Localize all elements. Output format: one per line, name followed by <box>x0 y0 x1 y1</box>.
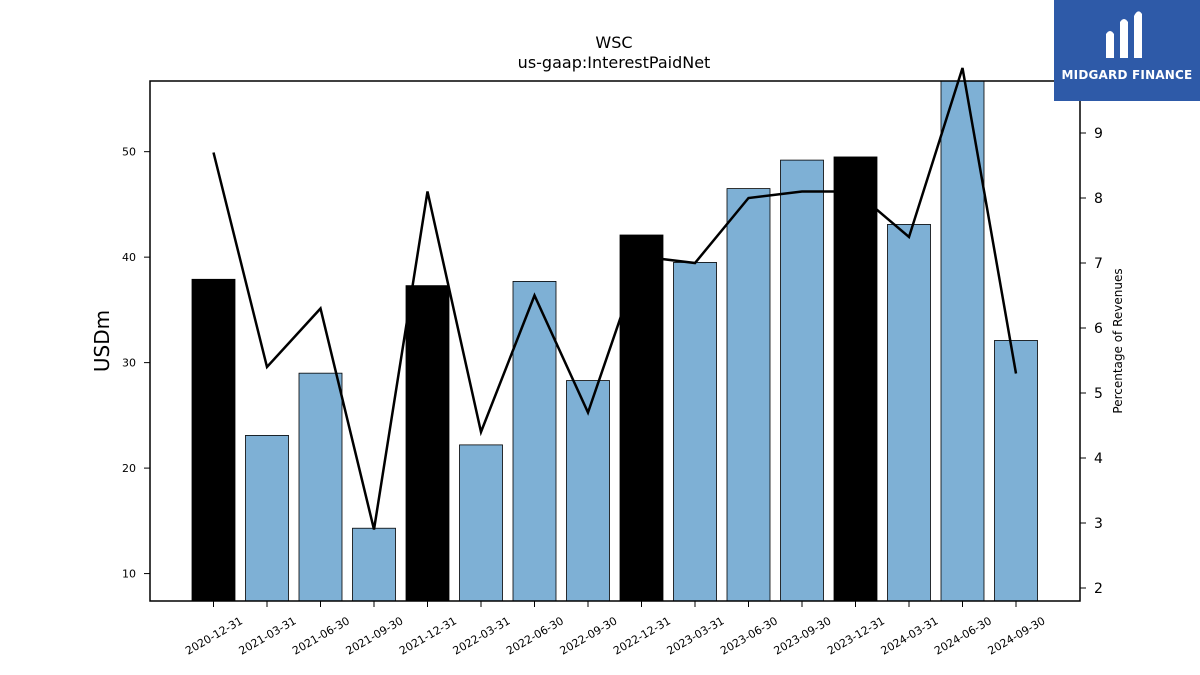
percentage-line <box>212 67 1018 530</box>
chart-title: WSC <box>595 33 632 52</box>
x-tick-label: 2021-06-30 <box>290 614 352 657</box>
bar-2022-09-30 <box>566 380 610 602</box>
right-axis: 2 3 4 5 6 7 8 9 <box>1080 126 1103 597</box>
y-tick-label: 30 <box>122 357 136 370</box>
x-tick-label: 2021-03-31 <box>237 614 299 657</box>
y2-tick-label: 8 <box>1094 191 1103 207</box>
brand-logo: MIDGARD FINANCE <box>1054 0 1200 101</box>
x-tick-label: 2023-03-31 <box>665 614 727 657</box>
x-tick-label: 2021-09-30 <box>344 614 406 657</box>
y2-tick-label: 6 <box>1094 321 1103 337</box>
bar-2022-03-31 <box>459 444 503 602</box>
x-tick-label: 2020-12-31 <box>183 614 245 657</box>
x-tick-label: 2022-12-31 <box>611 614 673 657</box>
bar-2021-09-30 <box>352 527 396 602</box>
x-tick-label: 2024-03-31 <box>879 614 941 657</box>
y2-tick-label: 3 <box>1094 516 1103 532</box>
y2-tick-label: 5 <box>1094 386 1103 402</box>
y-tick-label: 10 <box>122 568 136 581</box>
y2-tick-label: 2 <box>1094 581 1103 597</box>
x-tick-label: 2022-03-31 <box>451 614 513 657</box>
bar-2023-06-30 <box>726 188 771 602</box>
bar-2021-03-31 <box>245 435 289 602</box>
bar-2020-12-31 <box>191 278 236 602</box>
plot-frame <box>149 80 1081 602</box>
x-tick-label: 2023-12-31 <box>825 614 887 657</box>
bar-2021-06-30 <box>298 372 343 602</box>
line-layer <box>212 67 1018 530</box>
logo-text: MIDGARD FINANCE <box>1061 68 1193 82</box>
x-tick-label: 2022-09-30 <box>558 614 620 657</box>
x-tick-label: 2023-09-30 <box>772 614 834 657</box>
bar-2024-09-30 <box>994 340 1038 602</box>
x-tick-label: 2024-06-30 <box>932 614 994 657</box>
bar-2024-03-31 <box>887 224 931 602</box>
y-tick-label: 40 <box>122 251 136 264</box>
y2-axis-label: Percentage of Revenues <box>1111 268 1125 413</box>
y2-tick-label: 9 <box>1094 126 1103 142</box>
x-tick-label: 2021-12-31 <box>397 614 459 657</box>
bar-2022-12-31 <box>619 234 664 602</box>
bar-2023-09-30 <box>780 159 824 602</box>
logo-mark-icon <box>1106 11 1142 58</box>
left-axis: 10 20 30 40 50 <box>122 146 150 581</box>
chart-subtitle: us-gaap:InterestPaidNet <box>518 53 711 72</box>
bar-2023-12-31 <box>833 156 878 602</box>
x-tick-label: 2022-06-30 <box>504 614 566 657</box>
bar-2021-12-31 <box>405 285 450 602</box>
bar-2023-03-31 <box>673 262 717 602</box>
y-tick-label: 20 <box>122 462 136 475</box>
y2-tick-label: 4 <box>1094 451 1103 467</box>
y-axis-label: USDm <box>90 310 114 372</box>
y2-tick-label: 7 <box>1094 256 1103 272</box>
x-axis: 2020-12-312021-03-312021-06-302021-09-30… <box>183 601 1048 658</box>
bars-layer <box>191 80 1038 602</box>
y-tick-label: 50 <box>122 146 136 159</box>
x-tick-label: 2024-09-30 <box>986 614 1048 657</box>
x-tick-label: 2023-06-30 <box>718 614 780 657</box>
